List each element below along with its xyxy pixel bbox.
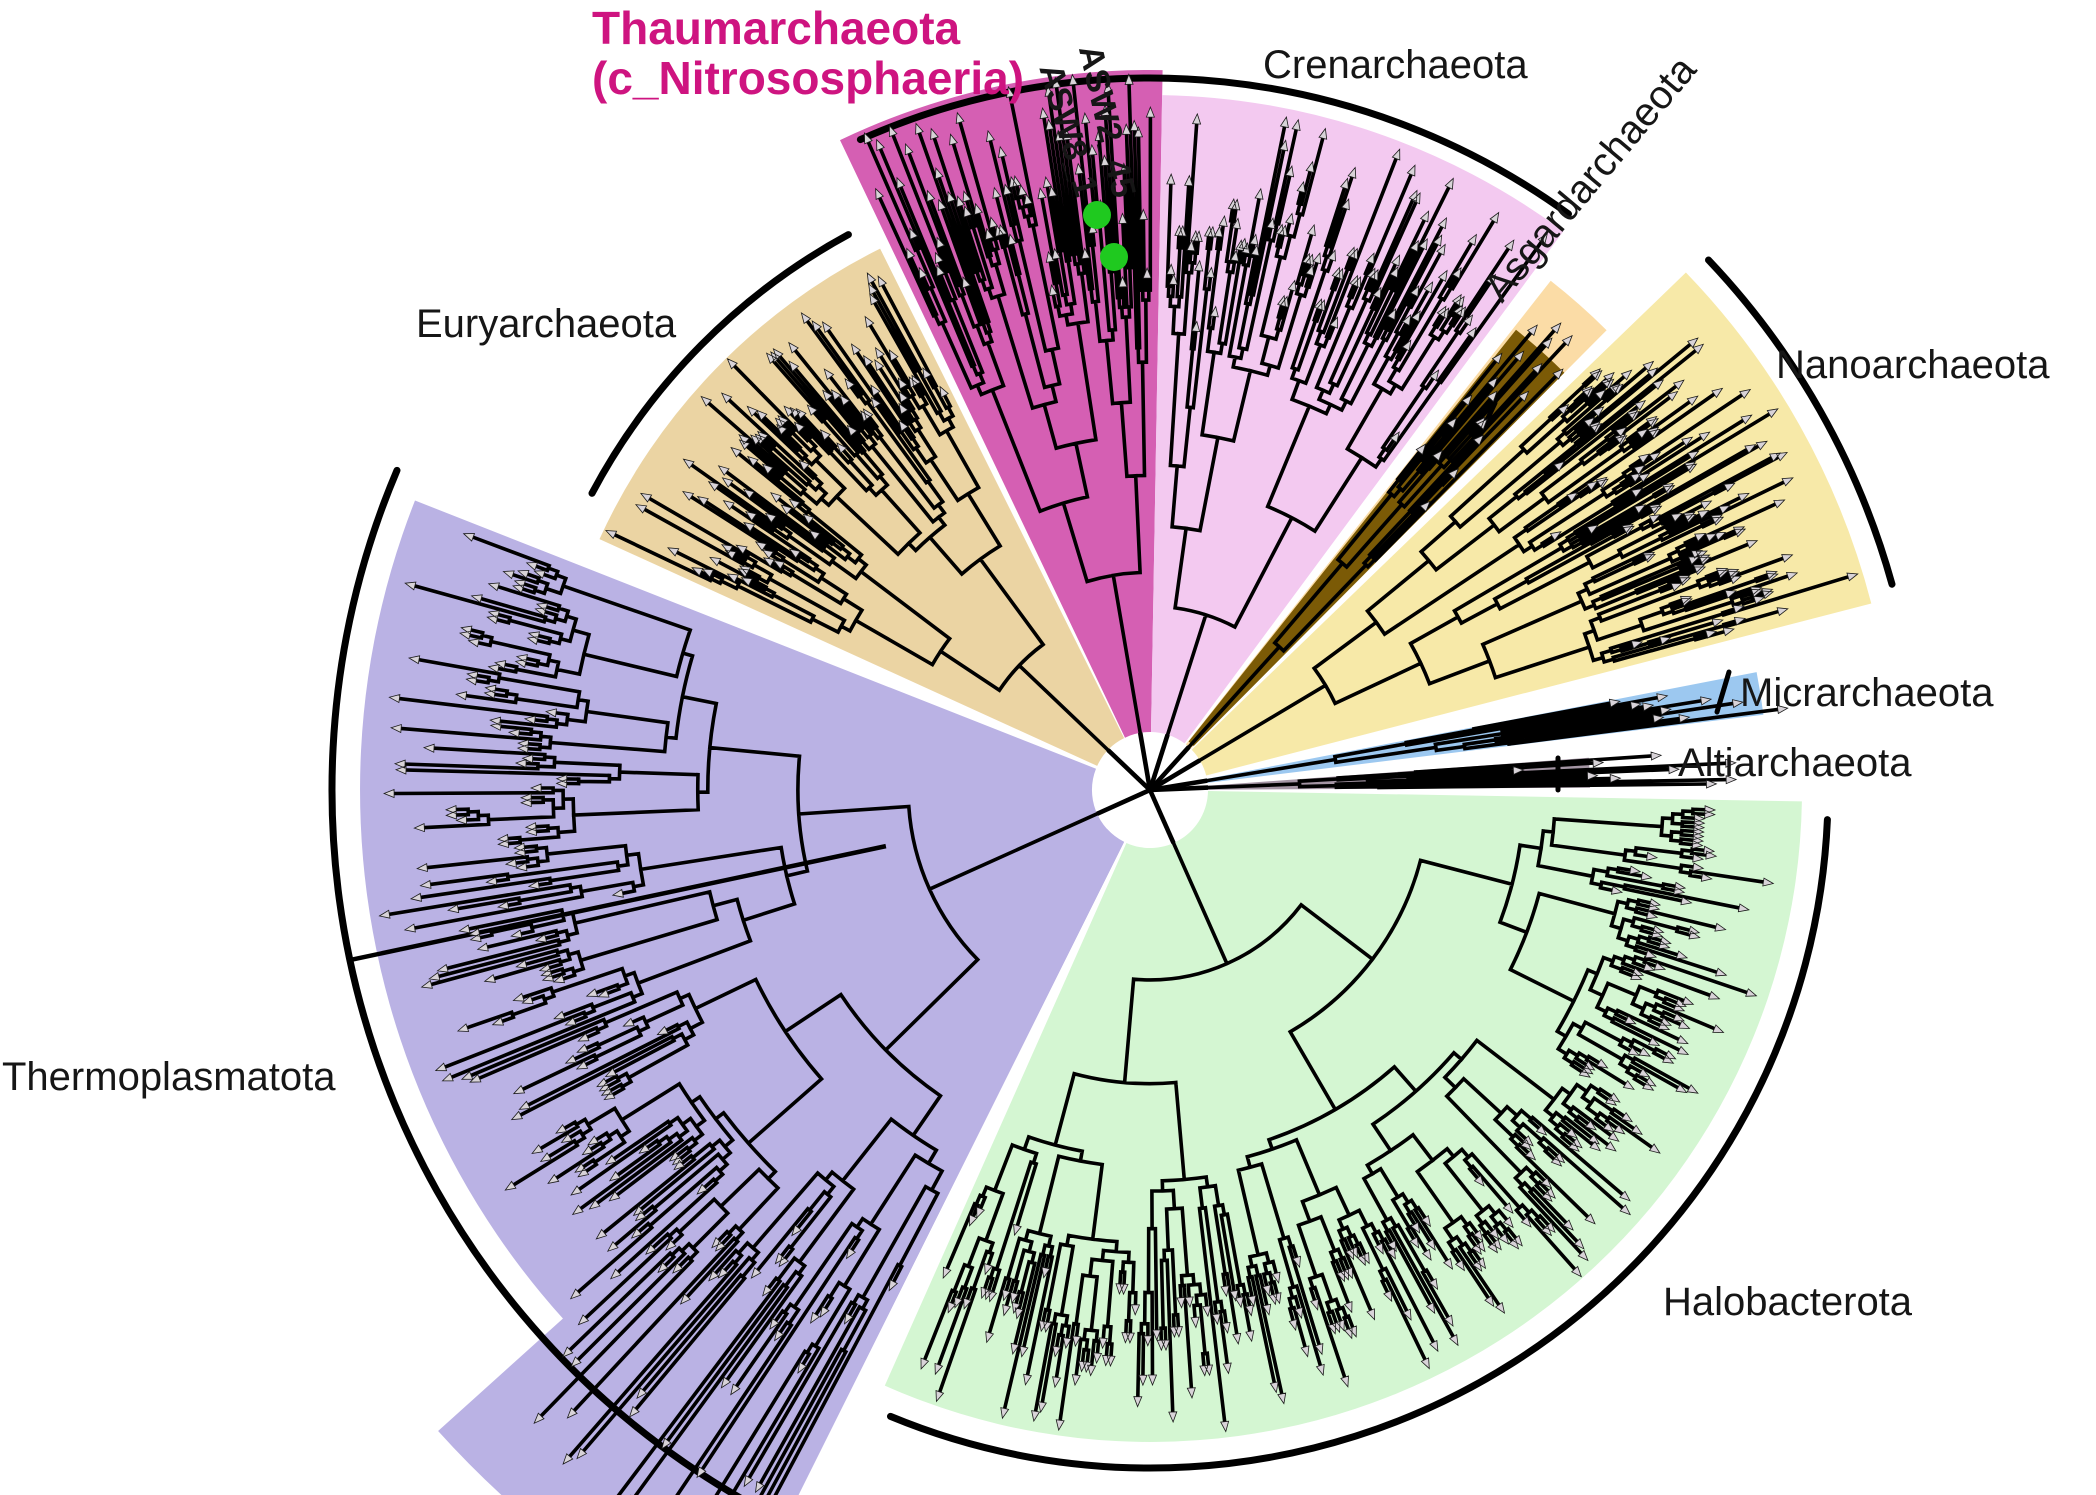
- branches-halobacterota: [921, 807, 1768, 1426]
- tree-thaumarchaeota: [863, 73, 1155, 791]
- label-thaumarchaeota-line2: (c_Nitrososphaeria): [592, 52, 1025, 104]
- branches-asgardarchaeota: [1186, 326, 1570, 750]
- leaf-markers-altiarchaeota: [1512, 751, 1738, 789]
- branches-crenarchaeota: [1165, 119, 1546, 737]
- root-link-nanoarchaeota: [1148, 758, 1201, 792]
- tree-micrarchaeota: [1149, 693, 1789, 793]
- leaf-markers-thermoplasmatota: [378, 533, 899, 1495]
- leaf-markers-asgardarchaeota: [1415, 322, 1573, 513]
- tree-nanoarchaeota: [1148, 337, 1859, 792]
- thermoplasmatota-arc: [328, 466, 743, 1495]
- leaf-markers-thaumarchaeota: [863, 73, 1155, 297]
- sector-halobacterota: [884, 791, 1802, 1442]
- label-euryarchaeota: Euryarchaeota: [416, 302, 677, 346]
- label-halobacterota: Halobacterota: [1663, 1280, 1913, 1324]
- thermoplasmatota-long-branch: [352, 843, 887, 962]
- crenarchaeota-thaumarchaeota-arc: [856, 74, 1572, 218]
- root-link-asgardarchaeota: [1148, 745, 1191, 792]
- leaf-markers-halobacterota: [920, 805, 1775, 1433]
- label-nanoarchaeota: Nanoarchaeota: [1776, 343, 2050, 387]
- tree-euryarchaeota: [604, 272, 1152, 792]
- branches-altiarchaeota: [1206, 753, 1731, 790]
- label-micrarchaeota: Micrarchaeota: [1740, 671, 1994, 715]
- branches-micrarchaeota: [1205, 695, 1782, 783]
- root-link-altiarchaeota: [1149, 785, 1209, 793]
- root-link-euryarchaeota: [1106, 748, 1152, 792]
- leaf-markers-crenarchaeota: [1166, 112, 1548, 444]
- sector-euryarchaeota: [599, 248, 1125, 766]
- label-altiarchaeota: Altiarchaeota: [1678, 741, 1912, 785]
- tree-altiarchaeota: [1149, 751, 1738, 793]
- branches-nanoarchaeota: [1197, 340, 1853, 763]
- branches-thermoplasmatota: [385, 534, 1100, 1495]
- leaf-markers-micrarchaeota: [1608, 693, 1789, 724]
- label-crenarchaeota: Crenarchaeota: [1263, 43, 1528, 87]
- root-link-crenarchaeota: [1147, 734, 1170, 791]
- root-link-thermoplasmatota: [1096, 787, 1151, 816]
- euryarchaeota-arc: [588, 231, 852, 497]
- asw8-1-marker: [1100, 243, 1128, 271]
- branches-euryarchaeota: [610, 277, 1111, 753]
- tree-asgardarchaeota: [1148, 322, 1573, 792]
- leaf-markers-euryarchaeota: [604, 272, 949, 587]
- tree-halobacterota: [920, 789, 1775, 1433]
- tree-crenarchaeota: [1147, 112, 1548, 791]
- nanoarchaeota-arc: [1705, 256, 1896, 588]
- root-link-halobacterota: [1147, 789, 1176, 844]
- halobacterota-arc: [887, 816, 1831, 1472]
- leaf-markers-nanoarchaeota: [1549, 337, 1859, 650]
- tree-thermoplasmatota: [378, 533, 1151, 1495]
- root-link-thaumarchaeota: [1137, 732, 1153, 791]
- label-thermoplasmatota: Thermoplasmatota: [2, 1055, 336, 1099]
- label-thaumarchaeota-line1: Thaumarchaeota: [592, 2, 961, 54]
- asw2-45-marker: [1083, 201, 1111, 229]
